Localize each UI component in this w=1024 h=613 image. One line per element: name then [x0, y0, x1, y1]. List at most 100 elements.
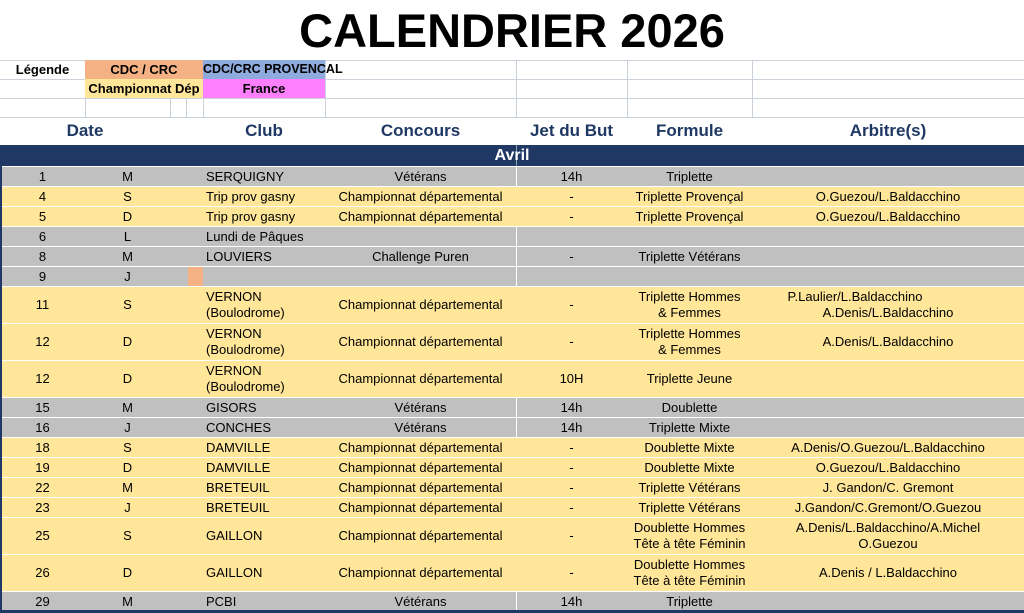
day-cell: S: [123, 528, 132, 543]
formule-cell: Triplette Hommes & Femmes: [638, 289, 741, 320]
jet-du-but-cell: -: [569, 479, 574, 495]
table-row: 16 J CONCHES Vétérans 14h Triplette Mixt…: [0, 418, 1024, 437]
arbitres-cell: [752, 361, 1024, 397]
club-cell: VERNON (Boulodrome): [206, 326, 285, 357]
category-marker-cell: [170, 398, 203, 417]
jet-du-but-cell: 14h: [516, 418, 627, 437]
day-cell: J: [124, 419, 131, 435]
arbitres-cell: [752, 398, 1024, 417]
category-marker-cell: [170, 324, 203, 360]
date-cell: 11: [35, 297, 50, 312]
arbitres-cell: [752, 247, 1024, 266]
calendar-table: 1 M SERQUIGNY Vétérans 14h Triplette 4 S…: [0, 167, 1024, 612]
concours-cell: Championnat départemental: [338, 188, 503, 204]
day-cell: D: [122, 371, 133, 386]
category-marker-cell: [170, 187, 203, 206]
gridline: [0, 117, 1024, 118]
date-cell: 6: [38, 228, 47, 244]
day-cell: M: [122, 593, 133, 609]
date-cell: 12: [35, 334, 50, 349]
jet-du-but-cell: -: [569, 334, 574, 349]
category-marker-cell: [170, 518, 203, 554]
club-cell: LOUVIERS: [206, 248, 272, 264]
category-marker-cell: [170, 555, 203, 591]
day-cell: D: [122, 334, 133, 349]
category-marker-cell: [170, 247, 203, 266]
jet-du-but-cell: -: [569, 528, 574, 543]
date-cell: 4: [38, 188, 47, 204]
category-marker-cell: [170, 498, 203, 517]
arbitre-line: P.Laulier/L.Baldacchino: [787, 289, 923, 304]
legend-swatch-championnat-dep: Championnat Dép: [85, 79, 203, 98]
gridline: [516, 60, 517, 117]
formule-cell: Triplette: [666, 168, 713, 184]
concours-cell: Championnat départemental: [338, 208, 503, 224]
date-cell: 19: [35, 459, 50, 475]
arbitres-cell: [752, 167, 1024, 186]
category-marker-cell: [170, 207, 203, 226]
table-row: 18 S DAMVILLE Championnat départemental …: [0, 438, 1024, 457]
category-marker-cell: [170, 438, 203, 457]
table-row: 12 D VERNON (Boulodrome) Championnat dép…: [0, 324, 1024, 360]
gridline: [0, 60, 1024, 61]
day-cell: M: [122, 168, 133, 184]
table-row: 6 L Lundi de Pâques: [0, 227, 1024, 246]
concours-cell: [325, 267, 516, 286]
column-header-jet-du-but: Jet du But: [529, 121, 614, 140]
date-cell: 18: [35, 439, 50, 455]
concours-cell: Vétérans: [394, 399, 447, 415]
date-cell: 16: [35, 419, 50, 435]
club-cell: BRETEUIL: [206, 499, 270, 515]
formule-cell: Doublette Mixte: [644, 459, 735, 475]
category-marker-cell: [170, 227, 203, 246]
day-cell: S: [123, 188, 132, 204]
table-row: 19 D DAMVILLE Championnat départemental …: [0, 458, 1024, 477]
formule-cell: Triplette Vétérans: [638, 248, 741, 264]
arbitres-cell: A.Denis / L.Baldacchino: [818, 565, 958, 580]
column-header-date: Date: [66, 121, 104, 140]
jet-du-but-cell: -: [569, 565, 574, 580]
day-cell: S: [123, 297, 132, 312]
table-row: 9 J: [0, 267, 1024, 286]
club-cell: GISORS: [206, 399, 257, 415]
concours-cell: Challenge Puren: [372, 248, 469, 264]
jet-du-but-cell: -: [569, 208, 574, 224]
concours-cell: Championnat départemental: [338, 297, 503, 312]
table-row: 25 S GAILLON Championnat départemental -…: [0, 518, 1024, 554]
jet-du-but-cell: 14h: [516, 592, 627, 611]
formule-cell: Triplette Mixte: [648, 419, 731, 435]
formule-cell: [627, 267, 752, 286]
club-cell: PCBI: [206, 593, 237, 609]
arbitres-cell: O.Guezou/L.Baldacchino: [815, 188, 961, 204]
date-cell: 26: [35, 565, 50, 580]
table-row: 29 M PCBI Vétérans 14h Triplette: [0, 592, 1024, 611]
club-cell: DAMVILLE: [206, 439, 271, 455]
jet-du-but-cell: [516, 227, 627, 246]
date-cell: 25: [35, 528, 50, 543]
formule-cell: [627, 227, 752, 246]
arbitres-cell: A.Denis/O.Guezou/L.Baldacchino: [791, 439, 985, 455]
gridline: [0, 79, 1024, 80]
formule-cell: Triplette Provençal: [635, 188, 744, 204]
date-cell: 23: [35, 499, 50, 515]
formule-cell: Doublette Hommes Tête à tête Féminin: [633, 557, 746, 588]
club-cell: GAILLON: [206, 528, 263, 543]
jet-du-but-cell: -: [569, 499, 574, 515]
club-cell: Trip prov gasny: [206, 188, 296, 204]
club-cell: SERQUIGNY: [206, 168, 285, 184]
table-row: 15 M GISORS Vétérans 14h Doublette: [0, 398, 1024, 417]
table-row: 11 S VERNON (Boulodrome) Championnat dép…: [0, 287, 1024, 323]
category-marker-cell: [170, 592, 203, 611]
day-cell: D: [122, 565, 133, 580]
category-marker-cell: [170, 267, 203, 286]
gridline: [170, 98, 171, 117]
formule-cell: Triplette Vétérans: [638, 499, 741, 515]
formule-cell: Triplette: [666, 593, 713, 609]
category-marker-cell: [170, 167, 203, 186]
concours-cell: Championnat départemental: [338, 499, 503, 515]
legend-swatch-cdc-crc: CDC / CRC: [85, 60, 203, 79]
day-cell: D: [122, 208, 133, 224]
table-row: 23 J BRETEUIL Championnat départemental …: [0, 498, 1024, 517]
jet-du-but-cell: -: [516, 247, 627, 266]
